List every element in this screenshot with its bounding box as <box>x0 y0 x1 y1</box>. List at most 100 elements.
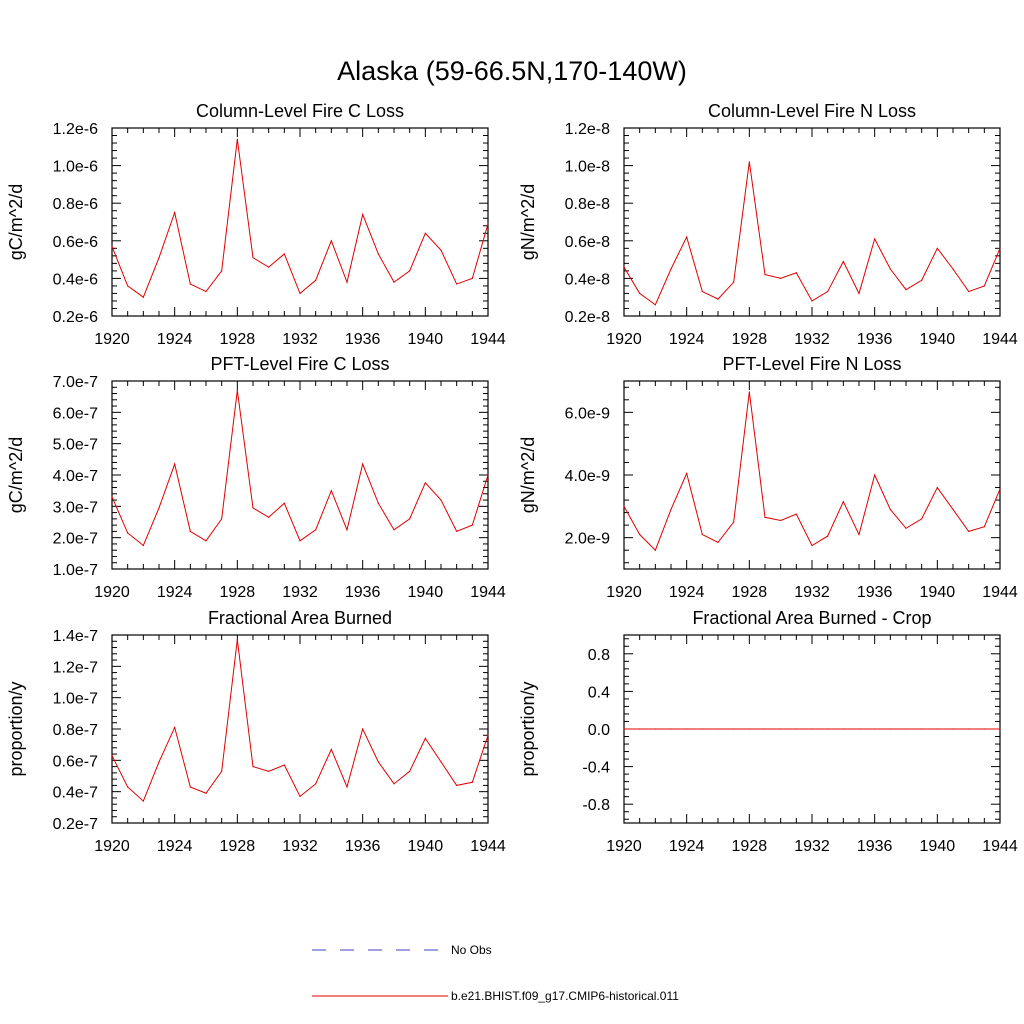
data-point <box>921 728 923 730</box>
data-point <box>968 728 970 730</box>
x-tick-label: 1928 <box>732 838 768 855</box>
x-tick-label: 1932 <box>794 331 830 348</box>
series-line-1 <box>623 391 1001 552</box>
data-point <box>456 784 458 787</box>
data-point <box>111 755 113 757</box>
data-point <box>236 138 238 140</box>
plot-frame <box>111 634 489 824</box>
y-tick-label: -0.4 <box>582 760 610 777</box>
data-point <box>174 463 176 465</box>
y-tick-label: 1.2e-8 <box>565 121 610 138</box>
x-tick-label: 1928 <box>220 584 256 601</box>
data-point <box>952 728 954 730</box>
series-line-1 <box>111 390 489 547</box>
data-point <box>440 249 442 251</box>
data-point <box>236 389 238 391</box>
data-point <box>487 474 489 476</box>
data-point <box>205 540 207 542</box>
y-axis-label: gN/m^2/d <box>518 184 538 260</box>
data-point <box>393 281 395 283</box>
data-point <box>921 518 923 520</box>
x-tick-label: 1944 <box>982 584 1018 601</box>
x-tick-label: 1928 <box>220 838 256 855</box>
data-point <box>686 236 688 238</box>
data-point <box>842 501 844 503</box>
data-point <box>654 728 656 730</box>
y-tick-label: 2.0e-9 <box>565 531 610 548</box>
data-point <box>221 270 223 272</box>
data-point <box>968 530 970 533</box>
y-tick-label: 1.2e-7 <box>53 659 98 676</box>
chart-panel-1: 1920 1924 1928 1932 1936 1940 1944 0.2e-6 0.4e-6… <box>6 101 506 348</box>
y-tick-label: 1.0e-8 <box>565 159 610 176</box>
data-point <box>795 272 797 274</box>
y-tick-label: 0.6e-8 <box>565 234 610 251</box>
data-point <box>471 277 473 279</box>
data-point <box>748 391 750 393</box>
data-point <box>377 502 379 504</box>
y-axis-label: proportion/y <box>6 681 26 776</box>
y-tick-label: 0.2e-7 <box>53 816 98 833</box>
data-point <box>142 296 144 298</box>
data-point <box>158 257 160 259</box>
data-point <box>717 728 719 730</box>
data-point <box>686 472 688 475</box>
series-line-1 <box>111 139 489 298</box>
data-point <box>330 748 332 750</box>
x-tick-label: 1936 <box>857 838 893 855</box>
y-tick-label: 1.4e-7 <box>53 628 98 645</box>
data-point <box>623 266 625 268</box>
data-point <box>811 728 813 730</box>
data-point <box>889 728 891 730</box>
data-point <box>393 529 395 531</box>
data-point <box>283 502 285 504</box>
data-point <box>456 530 458 533</box>
data-point <box>174 726 176 729</box>
y-tick-label: 5.0e-7 <box>53 437 98 454</box>
data-point <box>127 285 129 287</box>
x-tick-label: 1936 <box>857 584 893 601</box>
legend-label-no-obs: No Obs <box>451 943 492 957</box>
data-point <box>764 274 766 276</box>
x-tick-label: 1928 <box>732 331 768 348</box>
data-point <box>377 253 379 255</box>
y-tick-label: 0.4e-6 <box>53 271 98 288</box>
x-tick-label: 1944 <box>470 331 506 348</box>
x-tick-label: 1940 <box>920 331 956 348</box>
x-tick-label: 1924 <box>669 331 705 348</box>
data-point <box>174 212 176 214</box>
x-tick-label: 1920 <box>606 331 642 348</box>
data-point <box>780 277 782 279</box>
y-tick-label: 0.8e-7 <box>53 722 98 739</box>
data-point <box>205 792 207 794</box>
y-axis-label: gC/m^2/d <box>6 184 26 260</box>
data-point <box>701 290 703 293</box>
y-tick-label: 6.0e-7 <box>53 405 98 422</box>
data-point <box>330 490 332 492</box>
data-point <box>670 268 672 270</box>
x-tick-label: 1940 <box>920 838 956 855</box>
data-point <box>936 728 938 730</box>
data-point <box>268 266 270 268</box>
y-tick-label: 0.8 <box>588 647 610 664</box>
data-point <box>456 283 458 285</box>
x-tick-label: 1944 <box>470 838 506 855</box>
y-tick-label: 0.8e-8 <box>565 196 610 213</box>
data-point <box>639 533 641 536</box>
data-point <box>811 300 813 302</box>
panel-title: Fractional Area Burned <box>208 608 392 628</box>
data-point <box>921 279 923 281</box>
data-point <box>795 728 797 730</box>
x-tick-label: 1924 <box>669 838 705 855</box>
data-point <box>999 488 1001 490</box>
data-point <box>733 728 735 730</box>
data-point <box>623 505 625 507</box>
data-point <box>999 728 1001 730</box>
data-point <box>315 279 317 281</box>
data-point <box>733 521 735 523</box>
x-tick-label: 1920 <box>94 331 130 348</box>
data-point <box>424 737 426 740</box>
x-tick-label: 1940 <box>408 838 444 855</box>
x-tick-label: 1924 <box>157 584 193 601</box>
y-tick-label: 4.0e-7 <box>53 468 98 485</box>
